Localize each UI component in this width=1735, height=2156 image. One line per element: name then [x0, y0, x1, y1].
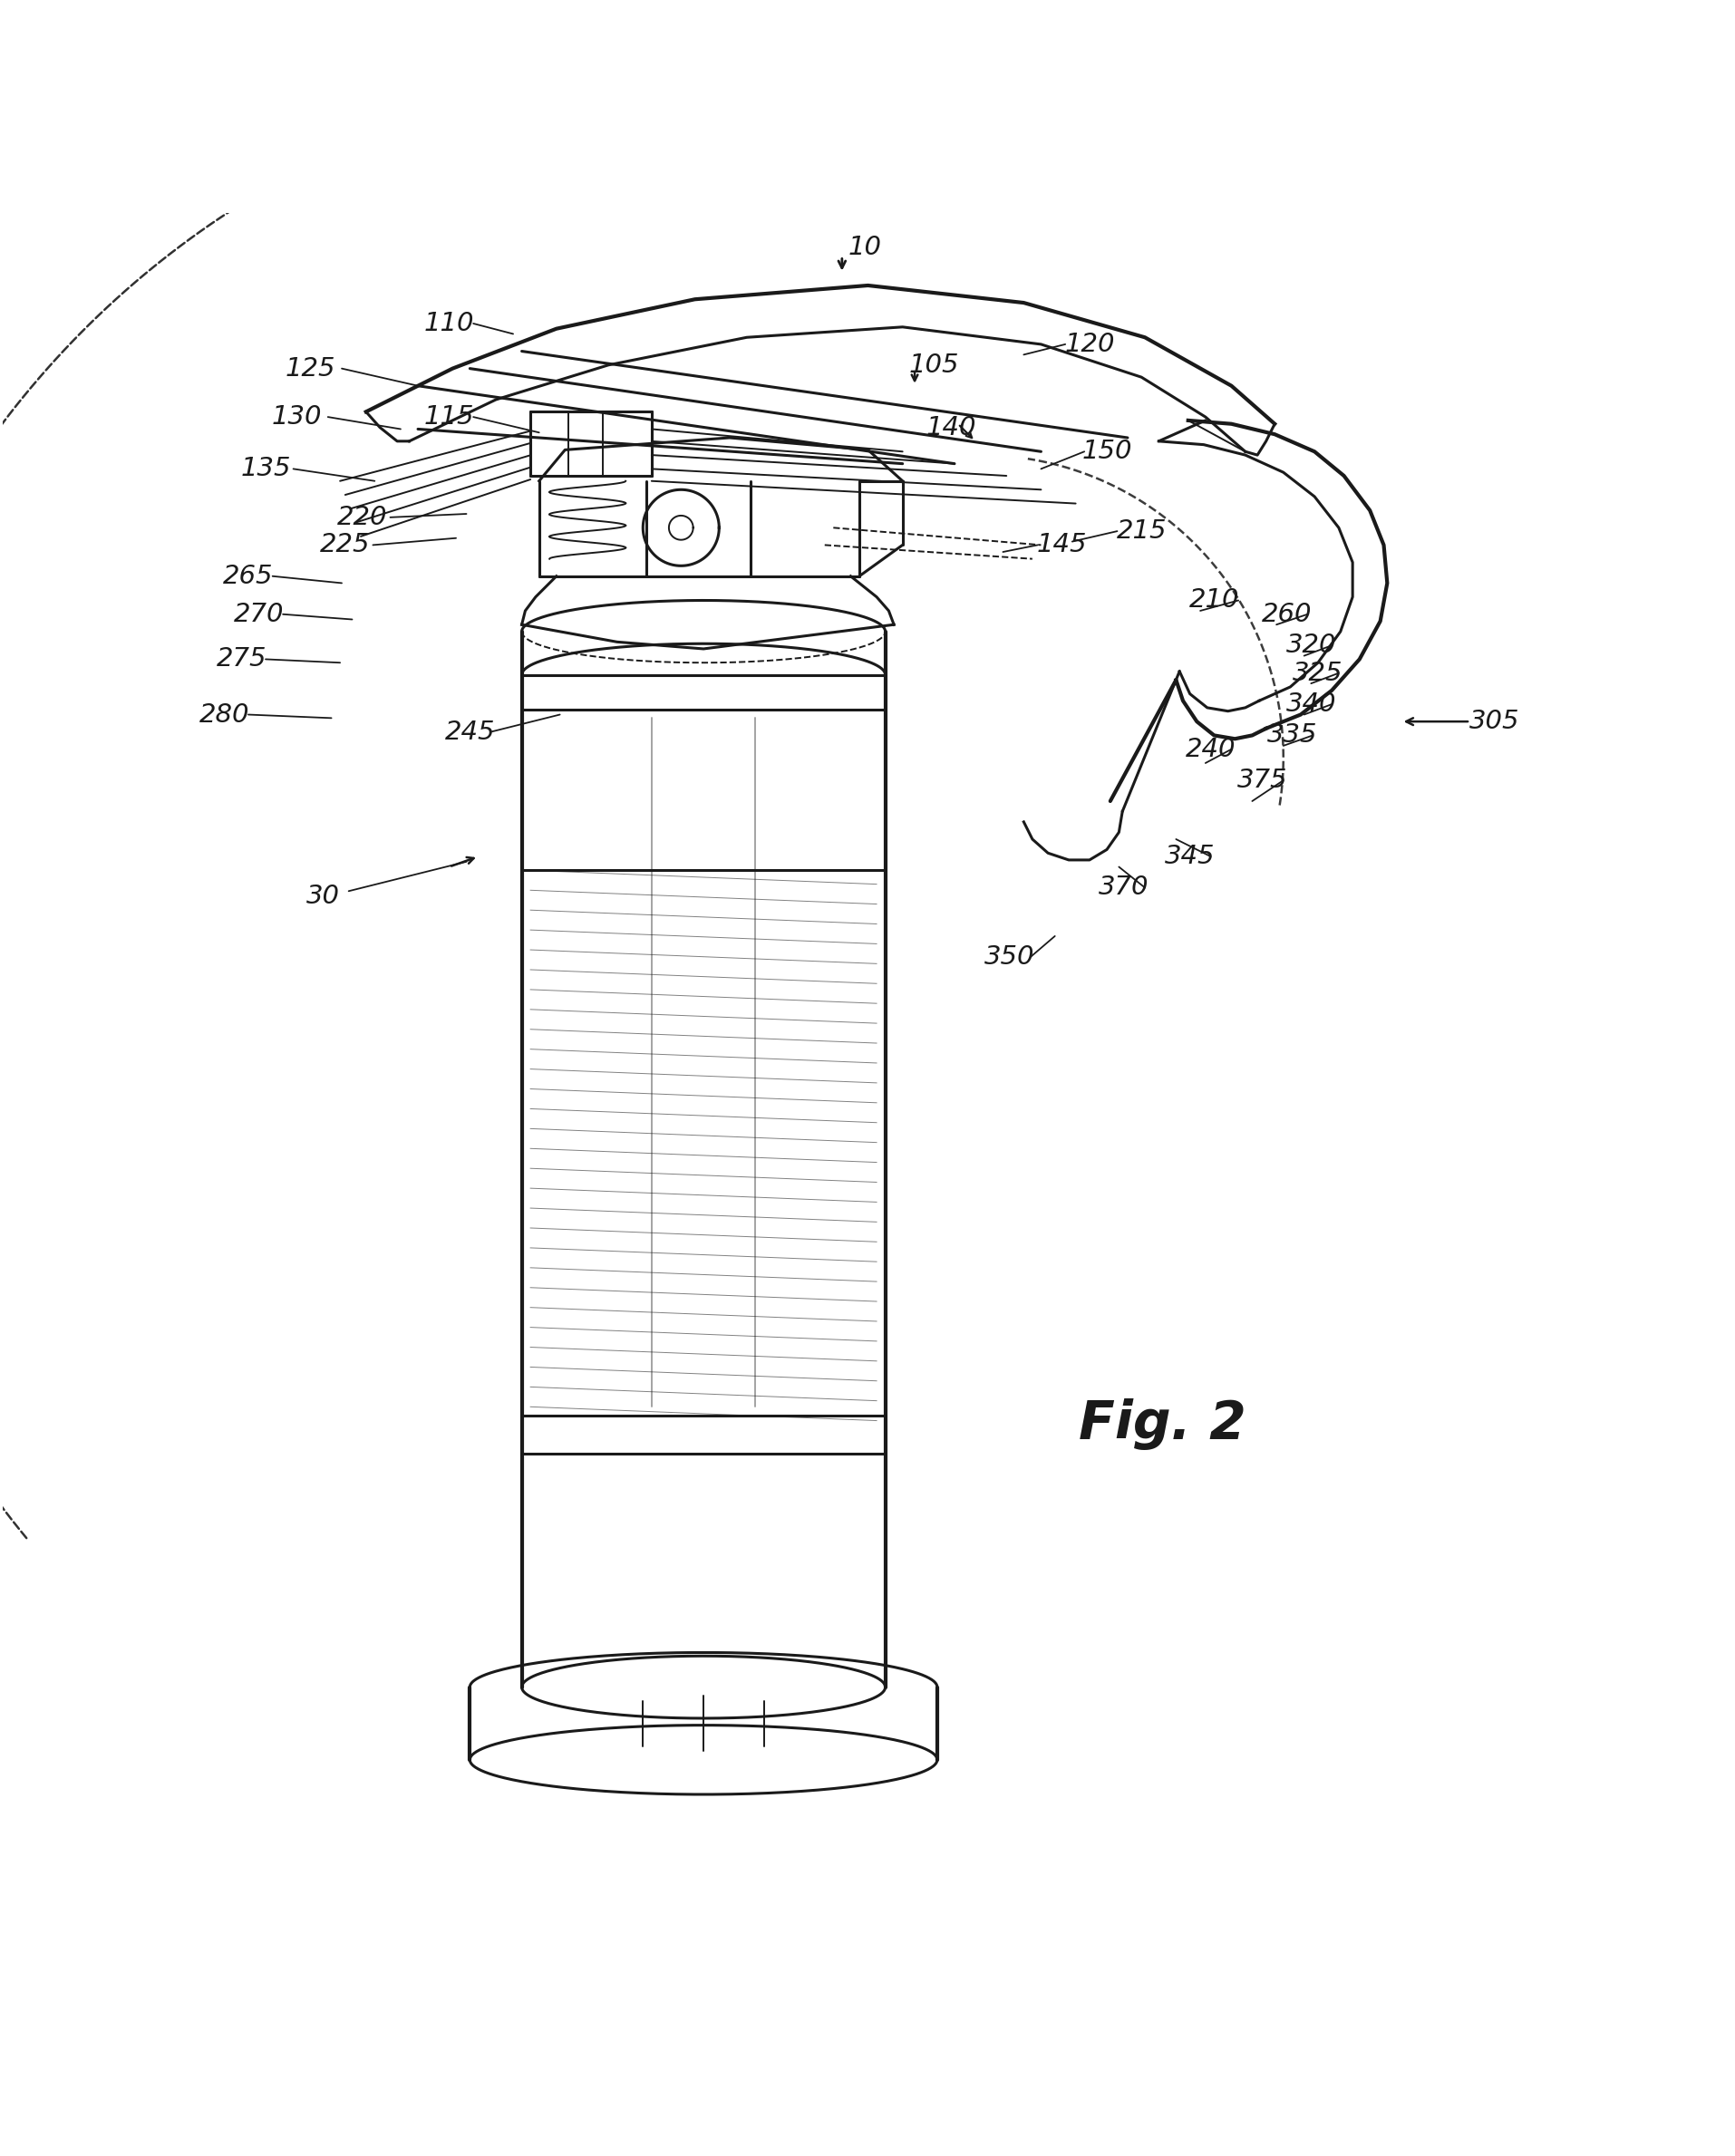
- Text: 350: 350: [984, 944, 1034, 970]
- Text: 325: 325: [1293, 660, 1343, 686]
- Text: 345: 345: [1164, 843, 1214, 869]
- Text: 130: 130: [271, 405, 321, 429]
- Text: 10: 10: [847, 235, 881, 261]
- Text: Fig. 2: Fig. 2: [1077, 1399, 1246, 1451]
- Text: 125: 125: [285, 356, 335, 382]
- Text: 30: 30: [305, 884, 340, 910]
- Text: 120: 120: [1064, 332, 1114, 358]
- Text: 270: 270: [234, 602, 285, 627]
- Text: 240: 240: [1185, 737, 1235, 761]
- Text: 105: 105: [907, 351, 958, 377]
- Polygon shape: [642, 489, 718, 565]
- Text: 215: 215: [1116, 517, 1166, 543]
- Text: 115: 115: [423, 405, 474, 429]
- Text: 210: 210: [1188, 589, 1239, 612]
- Text: 135: 135: [241, 457, 291, 481]
- Text: 265: 265: [224, 563, 274, 589]
- Text: 150: 150: [1081, 440, 1131, 464]
- Text: 305: 305: [1468, 709, 1518, 735]
- Text: 260: 260: [1261, 602, 1312, 627]
- Text: 225: 225: [319, 533, 370, 558]
- Text: 370: 370: [1098, 875, 1149, 901]
- Text: 275: 275: [217, 647, 267, 673]
- Text: 145: 145: [1036, 533, 1086, 558]
- Text: 245: 245: [444, 720, 494, 744]
- Text: 320: 320: [1286, 632, 1336, 658]
- Text: 140: 140: [925, 414, 975, 440]
- Text: 110: 110: [423, 310, 474, 336]
- Text: 280: 280: [200, 703, 250, 727]
- Text: 335: 335: [1267, 722, 1317, 748]
- Text: 220: 220: [337, 505, 387, 530]
- Text: 340: 340: [1286, 692, 1336, 718]
- Text: 375: 375: [1237, 768, 1287, 793]
